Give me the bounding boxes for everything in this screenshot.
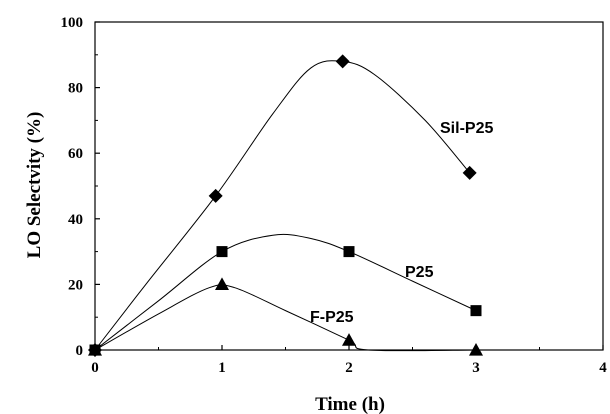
series-line-2 xyxy=(94,284,477,352)
x-tick-label: 3 xyxy=(472,360,480,376)
y-axis-title: LO Selectvity (%) xyxy=(24,112,45,259)
data-point-diamond xyxy=(462,165,477,180)
y-tick-label: 60 xyxy=(68,146,83,162)
y-tick-label: 0 xyxy=(76,343,84,359)
data-point-triangle xyxy=(215,277,229,290)
series-label-f-p25: F-P25 xyxy=(310,309,354,326)
series-line-0 xyxy=(94,60,471,351)
series-label-p25: P25 xyxy=(405,264,434,281)
x-tick-label: 0 xyxy=(91,360,99,376)
data-point-square xyxy=(343,246,355,258)
data-point-diamond xyxy=(208,188,223,203)
series-curves xyxy=(94,60,477,352)
x-tick-label: 4 xyxy=(599,360,607,376)
x-tick-label: 1 xyxy=(218,360,226,376)
x-axis-title: Time (h) xyxy=(315,394,385,414)
series-labels: Sil-P25 P25 F-P25 xyxy=(310,120,493,326)
series-markers xyxy=(88,54,483,357)
data-point-diamond xyxy=(335,54,350,69)
y-tick-label: 80 xyxy=(68,81,83,97)
data-point-square xyxy=(470,305,482,317)
y-tick-label: 100 xyxy=(61,15,84,31)
data-point-triangle xyxy=(342,333,356,346)
x-tick-label: 2 xyxy=(345,360,353,376)
axes: 0 20 40 60 80 100 0 1 2 3 4 xyxy=(61,15,608,376)
y-tick-label: 20 xyxy=(68,277,83,293)
data-point-triangle xyxy=(88,343,102,356)
data-point-square xyxy=(216,246,228,258)
data-point-triangle xyxy=(469,343,483,356)
series-label-sil-p25: Sil-P25 xyxy=(440,120,493,137)
y-tick-label: 40 xyxy=(68,212,83,228)
series-line-1 xyxy=(94,233,477,351)
plot-frame xyxy=(94,21,604,351)
